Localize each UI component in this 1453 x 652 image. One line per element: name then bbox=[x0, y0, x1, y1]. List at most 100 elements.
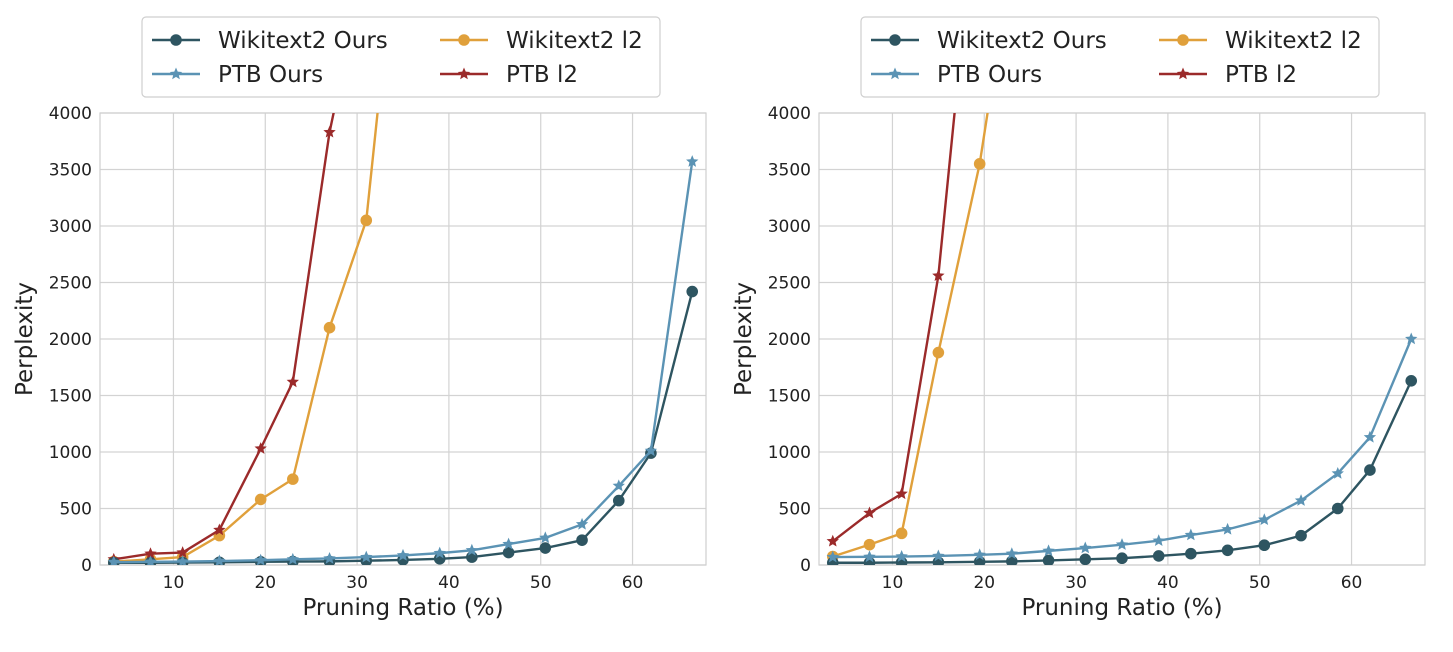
data-point-wikitext2-ours bbox=[1295, 529, 1307, 542]
data-point-ptb-l2 bbox=[176, 546, 189, 558]
series-line-ptb-l2 bbox=[832, 113, 956, 543]
y-tick-label: 0 bbox=[800, 556, 811, 576]
data-point-ptb-ours bbox=[286, 552, 299, 565]
data-point-ptb-ours bbox=[612, 479, 625, 492]
data-point-wikitext2-ours bbox=[1258, 539, 1271, 552]
y-tick-label: 2500 bbox=[49, 274, 92, 294]
data-point-ptb-l2 bbox=[213, 523, 226, 536]
data-point-ptb-ours bbox=[1042, 544, 1055, 557]
legend-marker bbox=[1177, 34, 1189, 46]
data-point-ptb-ours bbox=[1079, 541, 1092, 554]
y-tick-label: 4000 bbox=[49, 104, 92, 124]
data-point-wikitext2-ours bbox=[539, 542, 552, 554]
data-point-ptb-ours bbox=[1294, 494, 1308, 506]
legend-label: Wikitext2 l2 bbox=[506, 28, 643, 54]
legend-item-ptb-ours: PTB Ours bbox=[152, 62, 323, 88]
x-tick-label: 10 bbox=[882, 573, 904, 593]
legend-marker bbox=[170, 34, 182, 46]
chart-panel-left: 0 500 1000 1500 2000 2500 3000 3500 4000 10 20 30 40… bbox=[12, 16, 707, 621]
legend-label: PTB Ours bbox=[937, 62, 1042, 88]
data-point-wikitext2-l2 bbox=[287, 473, 299, 485]
y-tick-label: 1000 bbox=[768, 443, 811, 463]
legend-marker bbox=[458, 34, 470, 46]
data-point-ptb-ours bbox=[644, 444, 658, 457]
data-point-ptb-ours bbox=[465, 543, 479, 556]
legend-label: Wikitext2 Ours bbox=[937, 28, 1107, 54]
data-point-ptb-ours bbox=[213, 554, 226, 565]
legend-item-wikitext2-ours: Wikitext2 Ours bbox=[152, 28, 388, 54]
legend-item-ptb-l2: PTB l2 bbox=[440, 62, 578, 88]
data-point-wikitext2-l2 bbox=[932, 346, 945, 359]
data-point-ptb-ours bbox=[575, 517, 589, 530]
data-point-wikitext2-l2 bbox=[254, 493, 267, 506]
y-tick-label: 1000 bbox=[49, 443, 92, 463]
x-tick-label: 60 bbox=[622, 573, 644, 593]
data-point-ptb-ours bbox=[686, 155, 699, 167]
data-point-wikitext2-ours bbox=[1221, 544, 1234, 557]
data-point-ptb-ours bbox=[826, 550, 839, 563]
data-point-ptb-ours bbox=[1331, 466, 1344, 479]
data-point-wikitext2-ours bbox=[576, 534, 588, 546]
legend-item-ptb-ours: PTB Ours bbox=[871, 62, 1042, 88]
x-tick-label: 50 bbox=[530, 573, 552, 593]
data-point-ptb-ours bbox=[1405, 332, 1418, 345]
y-tick-label: 0 bbox=[81, 556, 92, 576]
y-tick-label: 500 bbox=[60, 500, 92, 520]
legend-marker bbox=[169, 67, 183, 80]
data-point-wikitext2-ours bbox=[1185, 547, 1197, 560]
data-point-ptb-ours bbox=[1005, 547, 1018, 559]
y-tick-label: 3000 bbox=[49, 217, 92, 237]
series-line-ptb-ours bbox=[113, 161, 694, 564]
x-axis-label: Pruning Ratio (%) bbox=[302, 595, 503, 621]
data-point-ptb-l2 bbox=[895, 487, 908, 500]
y-tick-label: 1500 bbox=[768, 387, 811, 407]
series-line-ptb-l2 bbox=[113, 113, 335, 561]
x-tick-label: 30 bbox=[1065, 573, 1087, 593]
x-tick-label: 40 bbox=[1157, 573, 1179, 593]
data-point-wikitext2-ours bbox=[1079, 553, 1092, 565]
data-point-ptb-ours bbox=[1152, 534, 1165, 546]
x-tick-label: 20 bbox=[254, 573, 276, 593]
y-tick-label: 1500 bbox=[49, 387, 92, 407]
data-point-ptb-ours bbox=[360, 550, 373, 563]
y-tick-label: 2000 bbox=[768, 330, 811, 350]
legend-item-ptb-l2: PTB l2 bbox=[1159, 62, 1297, 88]
data-point-ptb-ours bbox=[1221, 522, 1234, 535]
data-point-ptb-ours bbox=[107, 555, 120, 565]
series-line-wikitext2-ours bbox=[113, 291, 694, 564]
y-tick-label: 3500 bbox=[768, 161, 811, 181]
x-tick-label: 40 bbox=[438, 573, 460, 593]
data-point-wikitext2-ours bbox=[1042, 554, 1055, 565]
x-tick-label: 30 bbox=[346, 573, 368, 593]
x-tick-label: 10 bbox=[163, 573, 185, 593]
y-axis-label: Perplexity bbox=[731, 282, 757, 396]
y-axis-label: Perplexity bbox=[12, 282, 38, 396]
data-point-ptb-ours bbox=[895, 550, 908, 562]
data-point-ptb-l2 bbox=[826, 534, 839, 547]
data-point-ptb-ours bbox=[323, 551, 336, 564]
data-point-ptb-ours bbox=[433, 546, 446, 559]
data-point-wikitext2-ours bbox=[973, 556, 986, 565]
data-point-ptb-ours bbox=[502, 537, 515, 550]
data-point-wikitext2-l2 bbox=[895, 527, 908, 540]
data-point-wikitext2-l2 bbox=[973, 158, 986, 170]
x-tick-label: 50 bbox=[1249, 573, 1271, 593]
legend-marker bbox=[889, 34, 901, 46]
data-point-ptb-l2 bbox=[863, 506, 876, 519]
series-line-wikitext2-ours bbox=[832, 380, 1413, 564]
plot-frame bbox=[818, 112, 1426, 566]
legend-label: PTB l2 bbox=[506, 62, 578, 88]
legend-marker bbox=[1176, 67, 1190, 80]
legend: Wikitext2 Ours Wikitext2 l2 PTB Ours PTB l2 bbox=[860, 16, 1380, 98]
legend-label: PTB Ours bbox=[218, 62, 323, 88]
data-point-ptb-l2 bbox=[144, 547, 157, 559]
data-point-ptb-ours bbox=[1184, 528, 1198, 541]
data-point-ptb-ours bbox=[973, 548, 986, 561]
legend-box bbox=[141, 16, 661, 98]
data-point-ptb-l2 bbox=[323, 125, 336, 138]
data-point-ptb-l2 bbox=[254, 442, 267, 454]
x-tick-label: 60 bbox=[1341, 573, 1363, 593]
y-tick-label: 3500 bbox=[49, 161, 92, 181]
data-point-ptb-ours bbox=[1258, 513, 1271, 526]
